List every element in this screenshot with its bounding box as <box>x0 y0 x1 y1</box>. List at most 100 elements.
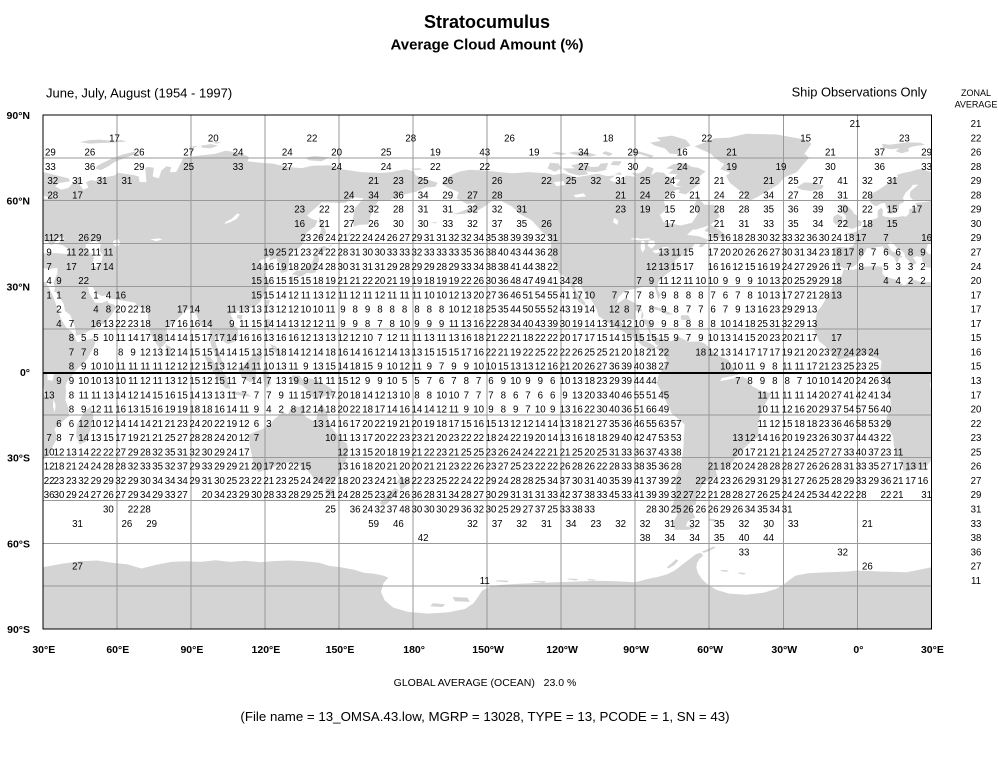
svg-text:1: 1 <box>56 290 61 301</box>
svg-text:10: 10 <box>695 276 706 287</box>
svg-text:22: 22 <box>128 305 139 316</box>
svg-text:26: 26 <box>504 133 515 144</box>
svg-text:10: 10 <box>560 376 571 387</box>
svg-text:26: 26 <box>757 490 768 501</box>
svg-text:7: 7 <box>427 376 432 387</box>
svg-text:29: 29 <box>214 447 225 458</box>
svg-text:30: 30 <box>757 233 768 244</box>
svg-text:31: 31 <box>122 176 133 187</box>
svg-text:45: 45 <box>658 390 669 401</box>
svg-text:24: 24 <box>189 419 200 430</box>
svg-text:28: 28 <box>856 490 867 501</box>
svg-text:5: 5 <box>883 262 888 273</box>
svg-text:17: 17 <box>683 262 694 273</box>
svg-text:31: 31 <box>921 490 932 501</box>
svg-text:14: 14 <box>165 333 176 344</box>
svg-text:24: 24 <box>782 262 793 273</box>
svg-text:33: 33 <box>788 519 799 530</box>
svg-text:26: 26 <box>78 233 89 244</box>
svg-text:46: 46 <box>621 390 632 401</box>
svg-text:17: 17 <box>449 419 460 430</box>
svg-text:120°E: 120°E <box>252 644 281 656</box>
svg-text:30°W: 30°W <box>771 644 797 656</box>
svg-text:16: 16 <box>263 276 274 287</box>
svg-text:16: 16 <box>152 405 163 416</box>
svg-text:25: 25 <box>807 490 818 501</box>
svg-text:17: 17 <box>807 333 818 344</box>
svg-text:32: 32 <box>115 476 126 487</box>
svg-text:35: 35 <box>609 419 620 430</box>
svg-text:20: 20 <box>473 290 484 301</box>
svg-text:34: 34 <box>566 519 577 530</box>
svg-text:24: 24 <box>214 433 225 444</box>
svg-text:19: 19 <box>263 248 274 259</box>
svg-text:12: 12 <box>325 290 336 301</box>
svg-text:12: 12 <box>91 405 102 416</box>
svg-text:12: 12 <box>671 276 682 287</box>
svg-text:23: 23 <box>276 476 287 487</box>
svg-text:18: 18 <box>424 276 435 287</box>
svg-text:18: 18 <box>436 419 447 430</box>
svg-text:12: 12 <box>165 362 176 373</box>
svg-text:13: 13 <box>720 333 731 344</box>
svg-text:16: 16 <box>189 319 200 330</box>
svg-text:9: 9 <box>279 390 284 401</box>
svg-text:14: 14 <box>226 347 237 358</box>
svg-text:9: 9 <box>81 362 86 373</box>
svg-text:9: 9 <box>550 405 555 416</box>
svg-text:Stratocumulus: Stratocumulus <box>424 12 550 32</box>
svg-text:12: 12 <box>350 333 361 344</box>
svg-text:31: 31 <box>510 490 521 501</box>
svg-text:16: 16 <box>362 347 373 358</box>
svg-text:10: 10 <box>757 290 768 301</box>
svg-text:8: 8 <box>106 305 111 316</box>
svg-text:18: 18 <box>350 390 361 401</box>
svg-text:22: 22 <box>658 347 669 358</box>
svg-text:90°W: 90°W <box>623 644 649 656</box>
svg-text:26: 26 <box>368 219 379 230</box>
svg-text:24: 24 <box>375 476 386 487</box>
svg-text:30: 30 <box>393 219 404 230</box>
svg-text:21: 21 <box>387 476 398 487</box>
svg-text:17: 17 <box>177 305 188 316</box>
svg-text:26: 26 <box>103 490 114 501</box>
svg-text:28: 28 <box>189 433 200 444</box>
svg-text:31: 31 <box>794 248 805 259</box>
svg-text:12: 12 <box>177 376 188 387</box>
svg-text:23: 23 <box>424 476 435 487</box>
svg-text:37: 37 <box>177 462 188 473</box>
svg-text:16: 16 <box>918 476 929 487</box>
svg-text:25: 25 <box>769 490 780 501</box>
svg-text:18: 18 <box>54 462 65 473</box>
svg-text:17: 17 <box>91 262 102 273</box>
svg-text:26: 26 <box>745 248 756 259</box>
svg-text:13: 13 <box>399 347 410 358</box>
svg-text:20: 20 <box>375 447 386 458</box>
svg-text:35: 35 <box>516 219 527 230</box>
svg-text:11: 11 <box>325 376 335 387</box>
svg-text:16: 16 <box>572 405 583 416</box>
svg-text:17: 17 <box>745 347 756 358</box>
svg-text:6: 6 <box>550 390 555 401</box>
svg-text:17: 17 <box>72 190 83 201</box>
svg-text:35: 35 <box>646 462 657 473</box>
svg-text:16: 16 <box>757 262 768 273</box>
svg-text:15: 15 <box>971 333 982 344</box>
svg-text:16: 16 <box>91 319 102 330</box>
svg-text:22: 22 <box>461 462 472 473</box>
svg-text:13: 13 <box>387 390 398 401</box>
svg-text:11: 11 <box>387 290 397 301</box>
svg-text:19: 19 <box>726 162 737 173</box>
svg-text:34: 34 <box>473 233 484 244</box>
svg-text:23: 23 <box>523 462 534 473</box>
svg-text:28: 28 <box>971 162 982 173</box>
svg-text:18: 18 <box>387 447 398 458</box>
svg-text:11: 11 <box>227 305 237 316</box>
svg-text:9: 9 <box>69 376 74 387</box>
svg-text:52: 52 <box>547 305 558 316</box>
svg-text:36: 36 <box>498 276 509 287</box>
svg-text:7: 7 <box>525 405 530 416</box>
svg-text:33: 33 <box>387 248 398 259</box>
svg-text:30: 30 <box>424 505 435 516</box>
svg-text:17: 17 <box>350 419 361 430</box>
